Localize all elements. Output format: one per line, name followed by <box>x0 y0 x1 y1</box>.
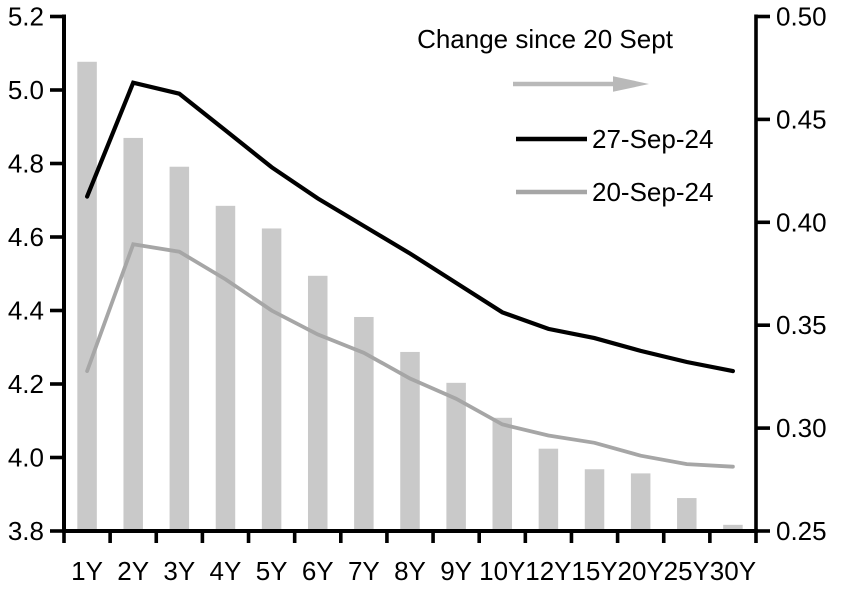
bar-8Y <box>400 351 420 531</box>
x-tick-label: 30Y <box>710 556 756 586</box>
left-tick-label: 4.8 <box>8 149 44 179</box>
bar-3Y <box>169 166 190 531</box>
x-tick-label: 12Y <box>525 556 571 586</box>
left-tick-label: 4.0 <box>8 443 44 473</box>
left-tick-label: 5.0 <box>8 75 44 105</box>
x-tick-label: 25Y <box>664 556 710 586</box>
x-tick-label: 6Y <box>302 556 334 586</box>
bar-9Y <box>446 382 466 531</box>
bar-25Y <box>677 498 697 531</box>
right-tick-label: 0.25 <box>776 516 827 546</box>
bar-1Y <box>77 61 97 531</box>
right-arrow-head-icon <box>613 76 649 92</box>
right-tick-label: 0.35 <box>776 310 827 340</box>
bar-20Y <box>630 473 651 531</box>
x-tick-label: 15Y <box>571 556 617 586</box>
bar-4Y <box>215 205 236 531</box>
left-tick-label: 4.2 <box>8 369 44 399</box>
line-series-27-sep-24 <box>84 80 736 374</box>
left-tick-label: 3.8 <box>8 516 44 546</box>
x-tick-label: 5Y <box>256 556 288 586</box>
bar-6Y <box>307 275 328 531</box>
bar-7Y <box>354 316 374 531</box>
x-tick-label: 4Y <box>210 556 242 586</box>
x-tick-label: 1Y <box>71 556 103 586</box>
bar-30Y <box>723 524 743 531</box>
bar-2Y <box>123 137 143 531</box>
x-tick-label: 8Y <box>394 556 426 586</box>
x-tick-label: 10Y <box>479 556 525 586</box>
right-tick-label: 0.30 <box>776 413 827 443</box>
x-tick-label: 7Y <box>348 556 380 586</box>
x-tick-label: 2Y <box>117 556 149 586</box>
legend-bar-label: Change since 20 Sept <box>417 24 674 54</box>
legend-line2-label: 20-Sep-24 <box>592 177 713 207</box>
bar-15Y <box>584 469 605 531</box>
x-tick-label: 3Y <box>163 556 195 586</box>
bar-5Y <box>261 228 282 531</box>
x-tick-label: 9Y <box>440 556 472 586</box>
right-tick-label: 0.40 <box>776 207 827 237</box>
left-tick-label: 5.2 <box>8 2 44 32</box>
x-tick-label: 20Y <box>618 556 664 586</box>
left-tick-label: 4.6 <box>8 222 44 252</box>
line-series-20-sep-24 <box>85 242 735 469</box>
left-tick-label: 4.4 <box>8 296 44 326</box>
bar-10Y <box>492 417 513 531</box>
bar-12Y <box>538 448 559 531</box>
right-tick-label: 0.50 <box>776 2 827 32</box>
right-tick-label: 0.45 <box>776 104 827 134</box>
legend-line1-label: 27-Sep-24 <box>592 124 713 154</box>
